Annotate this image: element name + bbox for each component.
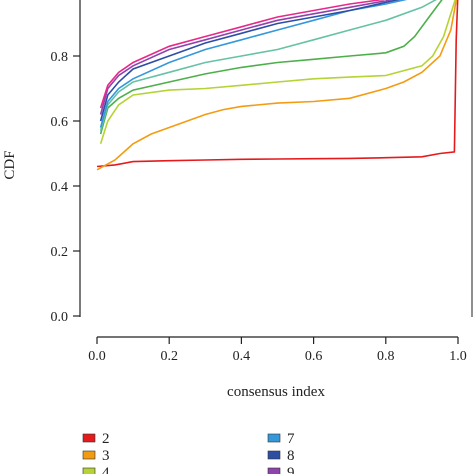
x-tick-label: 0.2 — [160, 349, 178, 364]
series-line-3 — [96, 0, 458, 171]
plot-lines — [96, 0, 459, 171]
x-tick-label: 0.8 — [377, 349, 395, 364]
x-tick-label: 0.4 — [233, 349, 251, 364]
y-tick-label: 0.0 — [51, 310, 69, 325]
y-ticks: 0.0 0.2 0.4 0.6 0.8 — [51, 50, 80, 325]
legend-label-9: 9 — [287, 465, 295, 474]
legend-swatch-3 — [82, 450, 96, 460]
y-axis-title: CDF — [2, 150, 18, 179]
legend: 234 789 — [82, 431, 295, 474]
legend-swatch-8 — [267, 450, 281, 460]
legend-label-2: 2 — [102, 431, 110, 447]
y-tick-label: 0.2 — [51, 245, 69, 260]
series-line-2 — [96, 0, 459, 168]
legend-swatch-9 — [267, 467, 281, 474]
x-tick-label: 0.6 — [305, 349, 323, 364]
x-axis-title: consensus index — [227, 384, 325, 400]
x-tick-label: 1.0 — [449, 349, 467, 364]
series-line-6 — [99, 0, 437, 132]
series-line-4 — [99, 0, 456, 145]
series-line-8 — [99, 0, 401, 122]
series-line-5 — [99, 0, 443, 135]
y-tick-label: 0.8 — [51, 50, 69, 65]
legend-label-8: 8 — [287, 448, 295, 464]
legend-label-3: 3 — [102, 448, 110, 464]
legend-label-7: 7 — [287, 431, 295, 447]
legend-label-4: 4 — [102, 465, 110, 474]
x-tick-label: 0.0 — [88, 349, 106, 364]
legend-swatch-7 — [267, 433, 281, 443]
x-ticks: 0.0 0.2 0.4 0.6 0.8 1.0 — [88, 337, 467, 364]
y-tick-label: 0.6 — [51, 115, 69, 130]
y-tick-label: 0.4 — [51, 180, 69, 195]
legend-swatch-2 — [82, 433, 96, 443]
series-line-10 — [99, 0, 386, 109]
legend-swatch-4 — [82, 467, 96, 474]
series-line-9 — [99, 0, 393, 115]
